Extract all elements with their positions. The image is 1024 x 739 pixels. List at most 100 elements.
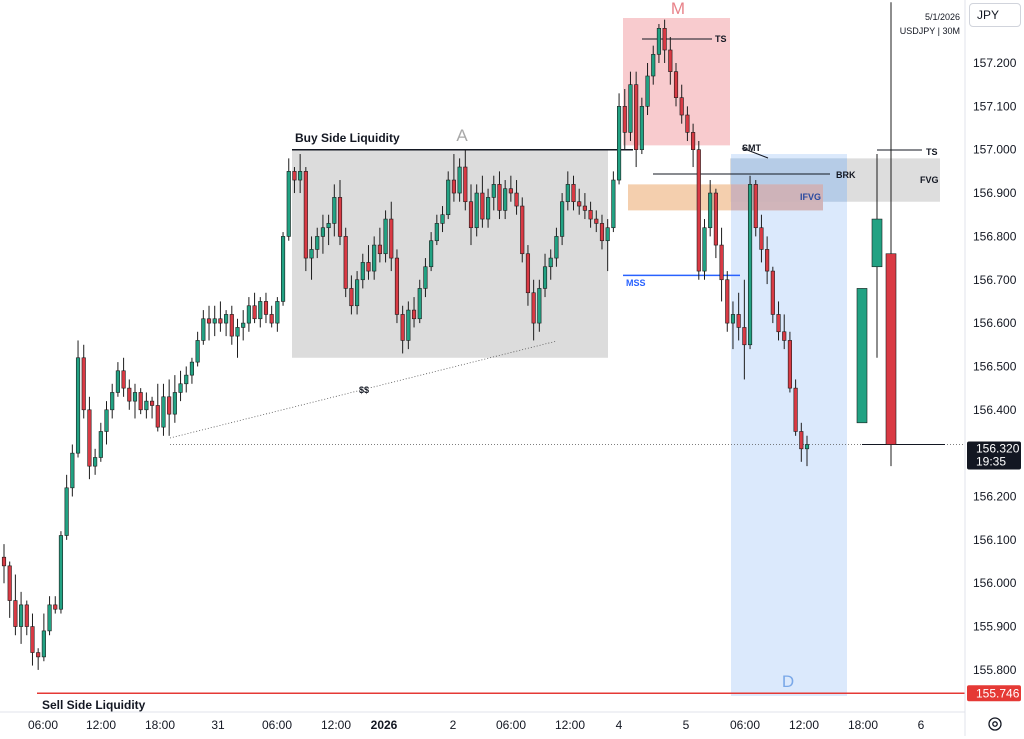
candle-body [167,396,172,415]
candle-body [713,192,718,246]
candle-body [47,604,52,632]
settings-gear-button[interactable] [985,714,1005,734]
candle-body [7,565,12,601]
time-tick-label: 12:00 [555,718,585,732]
candle-body [480,192,485,220]
candle-body [389,218,394,259]
price-tick-label: 156.400 [973,403,1017,417]
candle-body [269,314,274,324]
candle-body [326,223,331,229]
fvg-label: FVG [920,175,939,185]
time-tick-label: 18:00 [848,718,878,732]
candle-body [298,171,303,181]
price-tick-label: 157.100 [973,99,1017,113]
time-tick-label: 31 [211,718,225,732]
sell-side-price-tag: 155.746 [967,685,1021,702]
price-axis[interactable]: 157.200 157.100 157.000 156.900 156.800 156.7… [973,56,1017,677]
symbol-selector-button[interactable]: JPY [969,3,1021,27]
candle-body [770,270,775,315]
projection-candle-body [856,288,868,424]
candle-body [622,106,627,133]
candle-body [315,236,320,250]
candle-body [155,405,160,428]
time-tick-label: 18:00 [145,718,175,732]
candle-body [377,244,382,255]
candle-body [708,192,713,229]
price-tick-label: 157.200 [973,56,1017,70]
candle-body [337,197,343,237]
candle-body [434,223,439,242]
candle-body [41,630,46,658]
price-tick-label: 156.900 [973,186,1017,200]
price-tick-label: 156.500 [973,359,1017,373]
candle-body [514,192,519,207]
ifvg-zone-overlap [731,184,823,211]
current-price-value: 156.320 [976,441,1020,455]
candle-body [30,626,35,653]
candle-body [303,171,308,259]
candle-body [747,184,753,346]
projection-candle-body [871,218,883,268]
candle-body [491,184,496,198]
candle-body [548,257,553,268]
candle-body [628,84,633,133]
candle-body [19,604,24,627]
candle-body [411,309,417,320]
candle-body [730,314,736,324]
smt-line [741,147,769,159]
ifvg-label: IFVG [800,192,821,202]
current-price-tag: 156.320 19:35 [967,441,1021,470]
candle-body [372,244,377,272]
candle-body [486,197,491,220]
time-tick-label: 12:00 [789,718,819,732]
candle-body [611,179,616,229]
candle-body [201,318,206,341]
candle-body [599,223,605,242]
ts-top-label: TS [715,34,727,44]
zone-m-label: M [671,0,685,18]
candle-body [679,97,684,116]
symbol-label: JPY [977,8,1000,22]
candle-body [172,392,177,415]
candle-body [582,205,587,211]
candle-body [742,327,747,346]
candle-body [286,171,291,237]
candle-body [765,249,770,272]
ts-right-label: TS [926,147,938,157]
brk-label: BRK [836,170,856,180]
price-tick-label: 156.000 [973,576,1017,590]
time-tick-label: 6 [918,718,925,732]
time-tick-label: 2 [450,718,457,732]
candle-body [93,457,98,467]
candle-body [241,322,246,328]
candle-body [366,262,371,272]
candle-body [423,266,428,289]
sell-side-price-value: 155.746 [976,686,1020,700]
price-tick-label: 157.000 [973,143,1017,157]
ss-label: $$ [359,385,369,395]
time-axis[interactable]: 06:00 12:00 18:00 31 06:00 12:00 2026 2 06:00 12:… [28,718,925,732]
candle-body [753,184,758,229]
candle-body [702,227,707,272]
time-tick-label: 12:00 [86,718,116,732]
time-tick-label: 4 [616,718,623,732]
time-tick-label: 2026 [371,718,398,732]
candle-body [417,288,422,320]
candle-body [263,301,269,315]
candle-body [673,71,679,98]
time-tick-label: 06:00 [28,718,58,732]
candle-body [565,184,570,203]
gear-icon [988,717,1002,731]
time-tick-label: 06:00 [496,718,526,732]
candle-countdown: 19:35 [976,454,1006,468]
candle-body [668,49,673,72]
candle-body [474,192,479,229]
candle-body [696,149,701,272]
candle-body [406,309,411,341]
chart-info: 5/1/2026 USDJPY | 30M [880,10,960,38]
candle-body [662,28,667,51]
candle-body [150,400,155,406]
candle-body [520,205,525,255]
candle-body [525,253,531,294]
